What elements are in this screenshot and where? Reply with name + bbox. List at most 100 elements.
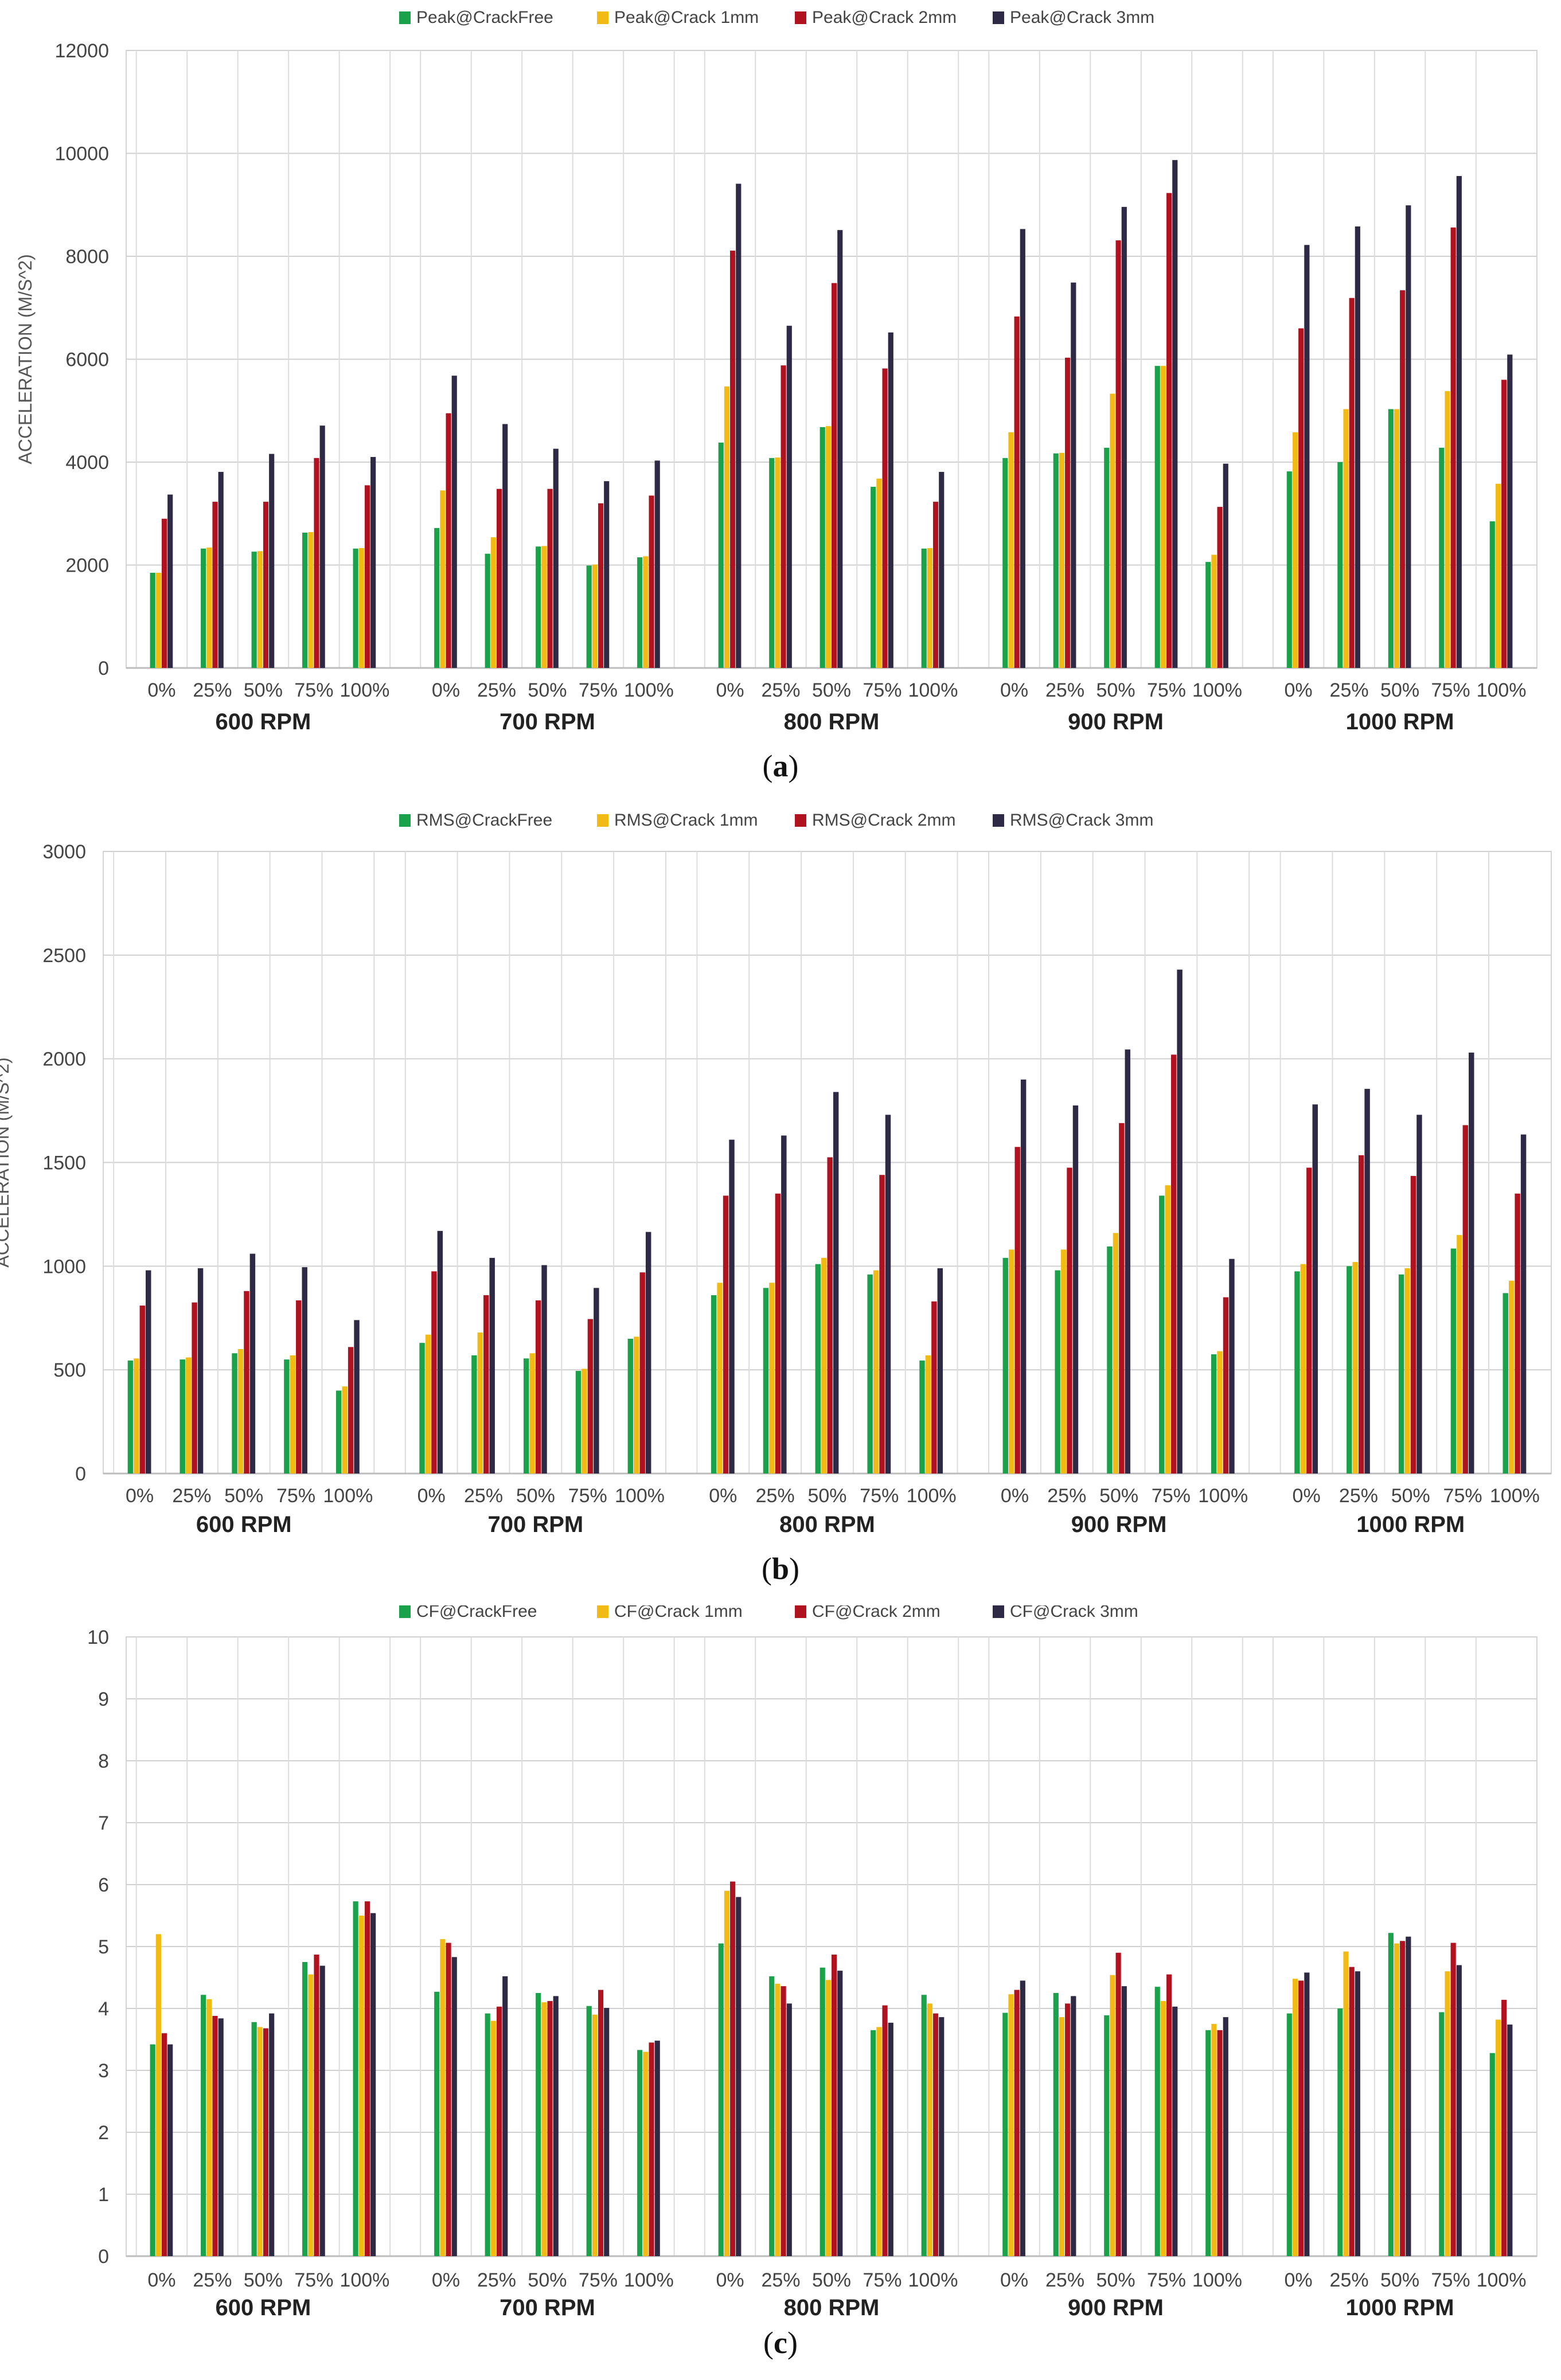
bar-crackfree-800-rpm-100pct — [921, 1995, 927, 2256]
x-tick-load: 75% — [1431, 2269, 1470, 2291]
bar-crack3-900-rpm-50pct — [1121, 1986, 1127, 2256]
bar-crack3-900-rpm-25pct — [1071, 1996, 1076, 2256]
bar-crack3-600-rpm-25pct — [218, 2018, 224, 2256]
x-tick-load: 25% — [477, 679, 516, 701]
bar-crack2-800-rpm-0pct — [730, 1881, 736, 2256]
bar-crackfree-800-rpm-25pct — [769, 1976, 775, 2256]
bar-crack2-700-rpm-0pct — [446, 1943, 451, 2256]
bar-crack3-800-rpm-100pct — [937, 1268, 943, 1474]
bar-crackfree-800-rpm-25pct — [769, 458, 775, 668]
bar-crackfree-900-rpm-0pct — [1002, 458, 1008, 668]
legend-label-crack2: Peak@Crack 2mm — [812, 8, 957, 27]
x-tick-load: 50% — [1099, 1485, 1138, 1507]
bar-crack1-600-rpm-0pct — [134, 1358, 139, 1474]
bar-crack2-800-rpm-100pct — [932, 502, 939, 668]
bar-crack1-1000-rpm-0pct — [1292, 432, 1298, 668]
bar-crack1-700-rpm-25pct — [490, 2021, 496, 2256]
bar-crack2-1000-rpm-25pct — [1349, 298, 1355, 668]
x-tick-load: 100% — [908, 2269, 958, 2291]
y-tick-label: 12000 — [54, 40, 109, 62]
bar-crackfree-900-rpm-50pct — [1104, 2015, 1110, 2256]
bar-crack1-900-rpm-0pct — [1009, 1249, 1014, 1474]
bar-crack2-600-rpm-100pct — [348, 1347, 354, 1474]
x-tick-load: 50% — [244, 2269, 283, 2291]
bar-crack3-1000-rpm-100pct — [1507, 354, 1513, 668]
bar-crack3-1000-rpm-75pct — [1456, 1965, 1462, 2256]
x-tick-load: 0% — [417, 1485, 446, 1507]
bar-crackfree-900-rpm-25pct — [1055, 1270, 1060, 1474]
bar-crack3-900-rpm-50pct — [1125, 1049, 1131, 1474]
bar-crack2-700-rpm-100pct — [639, 1272, 645, 1474]
bar-crack1-800-rpm-50pct — [825, 426, 831, 668]
caption-a: (a) — [762, 749, 799, 783]
bar-crack3-800-rpm-0pct — [736, 183, 742, 668]
x-group-label: 900 RPM — [1068, 2295, 1164, 2320]
bar-crackfree-800-rpm-75pct — [871, 2030, 876, 2256]
bar-crackfree-700-rpm-0pct — [419, 1343, 425, 1474]
x-tick-load: 100% — [323, 1485, 373, 1507]
bar-crack1-1000-rpm-75pct — [1457, 1235, 1462, 1474]
bar-crack1-900-rpm-100pct — [1211, 554, 1217, 668]
bar-crack1-700-rpm-0pct — [440, 490, 446, 668]
y-tick-label: 1000 — [42, 1256, 86, 1277]
x-tick-load: 0% — [432, 2269, 460, 2291]
bar-crackfree-600-rpm-0pct — [150, 572, 155, 668]
bar-crack1-800-rpm-75pct — [876, 2027, 882, 2256]
bar-crack2-1000-rpm-75pct — [1462, 1125, 1469, 1474]
y-tick-label: 3000 — [42, 841, 86, 863]
x-group-label: 800 RPM — [784, 709, 880, 734]
bar-crack3-800-rpm-75pct — [888, 332, 893, 668]
bar-crack1-1000-rpm-25pct — [1352, 1262, 1358, 1474]
y-tick-label: 4 — [98, 1998, 109, 2020]
bar-crack3-1000-rpm-0pct — [1304, 245, 1310, 668]
y-tick-label: 2000 — [42, 1049, 86, 1070]
bar-crack2-700-rpm-75pct — [598, 1990, 604, 2256]
x-tick-load: 0% — [147, 679, 175, 701]
bar-crack1-600-rpm-25pct — [185, 1357, 192, 1474]
bar-crackfree-600-rpm-100pct — [353, 1901, 358, 2256]
bar-crackfree-600-rpm-25pct — [201, 1995, 206, 2256]
bar-crack1-700-rpm-50pct — [529, 1353, 535, 1474]
x-tick-load: 75% — [294, 2269, 333, 2291]
bar-crackfree-600-rpm-75pct — [302, 532, 308, 668]
legend-swatch-crack2 — [795, 11, 806, 24]
x-tick-load: 75% — [1147, 2269, 1186, 2291]
y-tick-label: 8000 — [65, 246, 109, 268]
x-tick-load: 0% — [716, 2269, 744, 2291]
bar-crack2-700-rpm-0pct — [431, 1271, 437, 1474]
chart-a: 0 2000 4000 6000 8000 10000 12000 ACCELERATION … — [15, 8, 1537, 734]
x-tick-load: 25% — [172, 1485, 211, 1507]
bar-crack3-700-rpm-25pct — [489, 1257, 495, 1474]
bar-crack1-700-rpm-75pct — [592, 2014, 598, 2256]
bar-crack2-600-rpm-50pct — [263, 502, 269, 668]
x-tick-load: 0% — [1000, 679, 1028, 701]
bar-crackfree-800-rpm-50pct — [815, 1264, 821, 1474]
legend-swatch-crack3 — [993, 1605, 1004, 1618]
bar-crack2-700-rpm-25pct — [496, 488, 502, 668]
bar-crackfree-600-rpm-25pct — [201, 548, 206, 668]
bar-crack1-600-rpm-75pct — [308, 1974, 314, 2256]
x-tick-load: 25% — [193, 679, 232, 701]
bar-crack2-700-rpm-50pct — [535, 1300, 541, 1474]
bar-crack2-600-rpm-75pct — [296, 1300, 302, 1474]
x-tick-load: 50% — [1096, 2269, 1135, 2291]
bar-crack1-600-rpm-25pct — [206, 1999, 212, 2256]
x-group-label: 800 RPM — [779, 1512, 875, 1537]
x-tick-load: 25% — [1339, 1485, 1378, 1507]
bar-crackfree-1000-rpm-75pct — [1450, 1248, 1457, 1474]
bar-crack3-1000-rpm-75pct — [1469, 1052, 1474, 1474]
bar-crackfree-700-rpm-25pct — [485, 2013, 490, 2256]
bar-crack2-600-rpm-25pct — [192, 1302, 197, 1474]
bar-crack2-600-rpm-100pct — [364, 485, 370, 668]
x-tick-load: 100% — [1477, 2269, 1527, 2291]
bar-crack3-800-rpm-75pct — [885, 1115, 891, 1474]
bar-crackfree-900-rpm-0pct — [1002, 1257, 1009, 1474]
bar-crackfree-900-rpm-50pct — [1104, 447, 1110, 668]
x-tick-load: 25% — [756, 1485, 795, 1507]
bar-crack1-1000-rpm-100pct — [1508, 1280, 1515, 1474]
bar-crack2-900-rpm-100pct — [1217, 2030, 1223, 2256]
bar-crack2-1000-rpm-50pct — [1400, 1941, 1406, 2256]
x-tick-load: 25% — [1330, 679, 1369, 701]
bar-crack1-600-rpm-75pct — [308, 532, 314, 668]
bar-crackfree-1000-rpm-25pct — [1337, 462, 1343, 668]
